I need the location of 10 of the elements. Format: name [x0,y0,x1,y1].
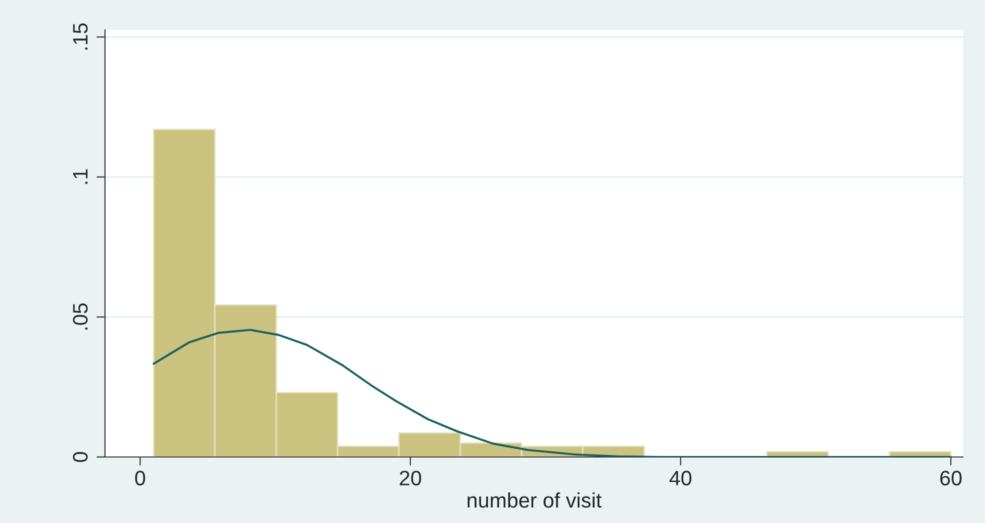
y-tick-label: .05 [72,303,88,330]
x-tick-label: 0 [135,470,146,486]
y-tick-label: 0 [72,452,88,462]
y-tick-label: .15 [73,23,88,50]
x-tick-label: 20 [400,470,422,486]
y-tick-label: .1 [73,169,88,184]
x-tick-label: 40 [669,470,692,486]
x-axis-title: number of visit [468,492,602,508]
x-tick-label: 60 [940,470,962,486]
line-series [152,328,952,457]
